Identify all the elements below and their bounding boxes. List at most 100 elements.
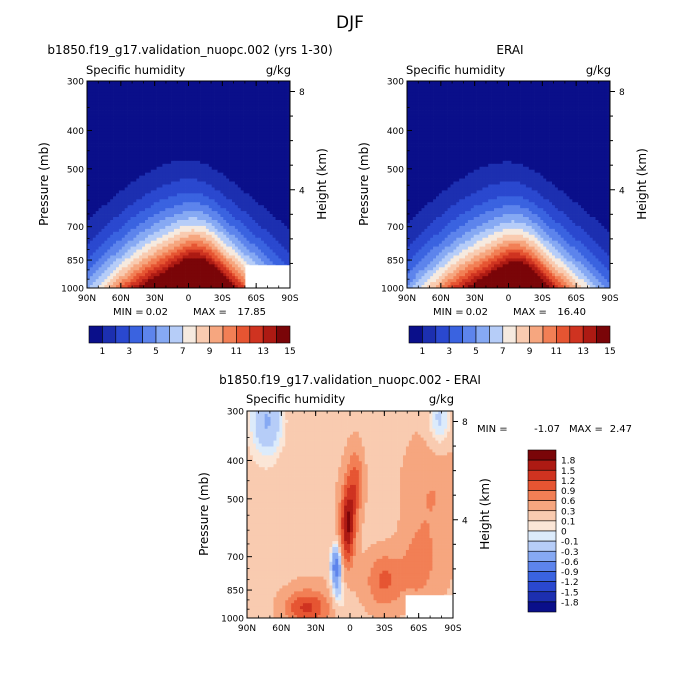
panel-model-cell bbox=[171, 181, 175, 185]
panel-model-cell bbox=[220, 119, 224, 123]
panel-model-cell bbox=[203, 285, 207, 288]
panel-model-cell bbox=[92, 107, 97, 111]
panel-model-cell bbox=[278, 154, 282, 159]
panel-model-cell bbox=[197, 267, 201, 271]
panel-model-cell bbox=[136, 125, 140, 129]
panel-model-cell bbox=[243, 149, 247, 153]
panel-model-cell bbox=[281, 252, 285, 256]
panel-model-cell bbox=[182, 282, 186, 286]
panel-model-cell bbox=[203, 83, 207, 88]
panel-model-cell bbox=[87, 181, 91, 185]
panel-model-cell bbox=[98, 264, 102, 268]
panel-model-cell bbox=[234, 196, 239, 200]
panel-model-cell bbox=[263, 83, 268, 88]
panel-model-cell bbox=[185, 282, 189, 286]
panel-model-cell bbox=[165, 214, 169, 218]
panel-model-cell bbox=[104, 193, 108, 197]
panel-model-cell bbox=[208, 143, 213, 147]
panel-model-cell bbox=[147, 255, 152, 259]
panel-model-cell bbox=[269, 211, 273, 215]
panel-model-cell bbox=[104, 137, 108, 141]
panel-model-cell bbox=[116, 205, 120, 209]
panel-model-cell bbox=[217, 89, 221, 94]
panel-model-cell bbox=[269, 119, 273, 123]
panel-model-cell bbox=[95, 157, 99, 162]
panel-model-cell bbox=[234, 116, 239, 120]
panel-model-cell bbox=[89, 217, 94, 221]
panel-model-cell bbox=[121, 107, 126, 111]
panel-model-cell bbox=[249, 163, 253, 168]
panel-model-cell bbox=[226, 149, 230, 153]
panel-model-cell bbox=[246, 237, 250, 242]
panel-model-cell bbox=[136, 122, 140, 126]
panel-model-cell bbox=[89, 151, 94, 156]
panel-model-cell bbox=[89, 246, 94, 250]
panel-model-cell bbox=[278, 199, 282, 203]
panel-model-cell bbox=[255, 163, 259, 168]
panel-model-cell bbox=[232, 258, 236, 262]
panel-model-cell bbox=[220, 225, 224, 230]
panel-model-cell bbox=[165, 134, 169, 138]
panel-model-cell bbox=[211, 279, 215, 283]
panel-model-cell bbox=[179, 279, 184, 283]
panel-model-cell bbox=[220, 184, 224, 188]
panel-model-cell bbox=[205, 137, 210, 141]
panel-model-cell bbox=[255, 231, 259, 236]
panel-model-cell bbox=[95, 237, 99, 242]
panel-model-cell bbox=[223, 231, 227, 236]
panel-model-cell bbox=[223, 237, 227, 242]
panel-model-cell bbox=[107, 98, 111, 103]
panel-model-cell bbox=[220, 249, 224, 253]
panel-model-cell bbox=[168, 98, 172, 103]
panel-model-cell bbox=[145, 252, 149, 256]
panel-model-cell bbox=[188, 228, 192, 233]
panel-model-cell bbox=[92, 181, 97, 185]
panel-model-cell bbox=[145, 86, 149, 91]
panel-model-cell bbox=[200, 146, 204, 150]
panel-model-cell bbox=[275, 137, 279, 141]
panel-model-cell bbox=[95, 267, 99, 271]
panel-model-cell bbox=[205, 217, 210, 221]
panel-model-cell bbox=[92, 125, 97, 129]
panel-model-cell bbox=[171, 101, 175, 106]
panel-model-cell bbox=[191, 107, 195, 111]
panel-model-cell bbox=[211, 190, 215, 194]
panel-model-cell bbox=[153, 110, 157, 114]
panel-model-cell bbox=[156, 205, 160, 209]
panel-model-cell bbox=[136, 255, 140, 259]
panel-model-cell bbox=[182, 143, 186, 147]
panel-model-cell bbox=[107, 249, 111, 253]
panel-model-cell bbox=[240, 222, 244, 227]
panel-model-cell bbox=[179, 119, 184, 123]
panel-model-cell bbox=[142, 214, 146, 218]
panel-model-cell bbox=[234, 231, 239, 236]
panel-model-cell bbox=[237, 255, 242, 259]
panel-model-cell bbox=[168, 264, 172, 268]
panel-model-cell bbox=[205, 92, 210, 97]
panel-model-cell bbox=[179, 285, 184, 288]
panel-model-cell bbox=[287, 98, 290, 103]
panel-model-cell bbox=[278, 181, 282, 185]
panel-model-cell bbox=[92, 273, 97, 277]
panel-model-cell bbox=[182, 202, 186, 206]
panel-model-cell bbox=[113, 214, 117, 218]
panel-model-cell bbox=[203, 104, 207, 108]
panel-model-cell bbox=[258, 246, 262, 250]
panel-model-cell bbox=[171, 237, 175, 242]
panel-model-cell bbox=[159, 217, 163, 221]
panel-model-cell bbox=[145, 131, 149, 135]
panel-model-cell bbox=[101, 234, 105, 239]
panel-model-cell bbox=[162, 243, 166, 247]
panel-model-cell bbox=[147, 231, 152, 236]
panel-model-cell bbox=[249, 125, 253, 129]
panel-model-cell bbox=[171, 122, 175, 126]
panel-model-cell bbox=[136, 137, 140, 141]
panel-model-cell bbox=[127, 175, 131, 179]
panel-model-cell bbox=[261, 205, 265, 209]
panel-model-cell bbox=[208, 163, 213, 168]
panel-model-cell bbox=[133, 261, 137, 265]
panel-model-cell bbox=[87, 110, 91, 114]
panel-model-cell bbox=[237, 190, 242, 194]
panel-model-cell bbox=[176, 92, 181, 97]
panel-model-cell bbox=[191, 231, 195, 236]
